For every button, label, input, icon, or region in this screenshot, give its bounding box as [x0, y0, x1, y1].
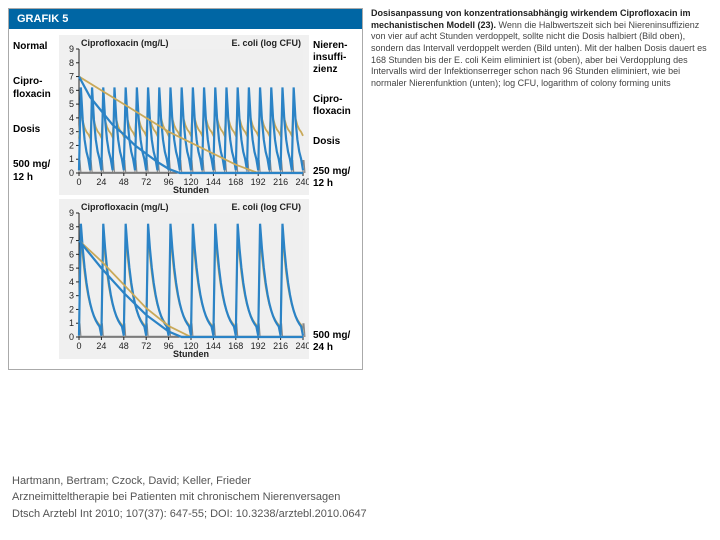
- citation: Hartmann, Bertram; Czock, David; Keller,…: [12, 473, 367, 523]
- citation-authors: Hartmann, Bertram; Czock, David; Keller,…: [12, 473, 367, 490]
- svg-text:Stunden: Stunden: [173, 349, 209, 359]
- svg-text:72: 72: [141, 177, 151, 187]
- lbl-cipro: Cipro-floxacin: [13, 75, 57, 101]
- svg-text:4: 4: [69, 113, 74, 123]
- svg-text:9: 9: [69, 44, 74, 54]
- svg-text:7: 7: [69, 236, 74, 246]
- svg-text:0: 0: [76, 341, 81, 351]
- svg-text:2: 2: [69, 304, 74, 314]
- svg-text:168: 168: [228, 341, 243, 351]
- svg-text:3: 3: [69, 291, 74, 301]
- citation-line2: Arzneimitteltherapie bei Patienten mit c…: [12, 489, 367, 506]
- svg-text:24: 24: [96, 177, 106, 187]
- lbl-dosis: Dosis: [13, 123, 57, 136]
- svg-text:9: 9: [69, 208, 74, 218]
- citation-line3: Dtsch Arztebl Int 2010; 107(37): 647-55;…: [12, 506, 367, 523]
- svg-text:240: 240: [295, 341, 309, 351]
- svg-text:6: 6: [69, 249, 74, 259]
- panel2-left-labels: [13, 204, 57, 354]
- svg-text:240: 240: [295, 177, 309, 187]
- chart-top: 0123456789024487296120144168192216240Stu…: [59, 35, 309, 195]
- svg-text:1: 1: [69, 318, 74, 328]
- panel-top: Normal Cipro-floxacin Dosis 500 mg/12 h …: [13, 35, 358, 195]
- svg-text:1: 1: [69, 154, 74, 164]
- svg-text:24: 24: [96, 341, 106, 351]
- svg-text:Ciprofloxacin (mg/L): Ciprofloxacin (mg/L): [81, 202, 169, 212]
- svg-text:8: 8: [69, 222, 74, 232]
- lbl-dose1: 500 mg/12 h: [13, 158, 57, 184]
- svg-text:0: 0: [76, 177, 81, 187]
- svg-text:E. coli (log CFU): E. coli (log CFU): [232, 38, 302, 48]
- panel1-left-labels: Normal Cipro-floxacin Dosis 500 mg/12 h: [13, 40, 57, 190]
- svg-text:72: 72: [141, 341, 151, 351]
- svg-text:2: 2: [69, 140, 74, 150]
- svg-text:Ciprofloxacin (mg/L): Ciprofloxacin (mg/L): [81, 38, 169, 48]
- lbl-nieren: Nieren-insuffi-zienz: [313, 40, 357, 76]
- figure-caption: Dosisanpassung von konzentrationsabhängi…: [371, 8, 711, 370]
- svg-text:216: 216: [273, 177, 288, 187]
- lbl-dose3: 500 mg/24 h: [313, 330, 357, 354]
- svg-text:4: 4: [69, 277, 74, 287]
- svg-text:E. coli (log CFU): E. coli (log CFU): [232, 202, 302, 212]
- figure-container: GRAFIK 5 Normal Cipro-floxacin Dosis 500…: [8, 8, 363, 370]
- svg-text:Stunden: Stunden: [173, 185, 209, 195]
- panel1-right-labels: Nieren-insuffi-zienz Cipro-floxacin Dosi…: [311, 40, 357, 190]
- chart-area: Normal Cipro-floxacin Dosis 500 mg/12 h …: [9, 29, 362, 369]
- svg-text:3: 3: [69, 127, 74, 137]
- chart-bottom: 0123456789024487296120144168192216240Stu…: [59, 199, 309, 359]
- svg-text:192: 192: [251, 177, 266, 187]
- svg-text:7: 7: [69, 72, 74, 82]
- svg-text:192: 192: [251, 341, 266, 351]
- lbl-dose2: 250 mg/12 h: [313, 166, 357, 190]
- svg-text:0: 0: [69, 168, 74, 178]
- svg-text:48: 48: [119, 341, 129, 351]
- svg-text:48: 48: [119, 177, 129, 187]
- lbl-dosis-r: Dosis: [313, 136, 357, 148]
- svg-text:5: 5: [69, 263, 74, 273]
- panel-bottom: 0123456789024487296120144168192216240Stu…: [13, 199, 358, 359]
- figure-header: GRAFIK 5: [9, 9, 362, 29]
- lbl-normal: Normal: [13, 40, 57, 53]
- lbl-cipro-r: Cipro-floxacin: [313, 94, 357, 118]
- svg-text:0: 0: [69, 332, 74, 342]
- svg-text:5: 5: [69, 99, 74, 109]
- svg-text:8: 8: [69, 58, 74, 68]
- svg-text:216: 216: [273, 341, 288, 351]
- svg-text:168: 168: [228, 177, 243, 187]
- svg-text:6: 6: [69, 85, 74, 95]
- panel2-right-labels: 500 mg/24 h: [311, 204, 357, 354]
